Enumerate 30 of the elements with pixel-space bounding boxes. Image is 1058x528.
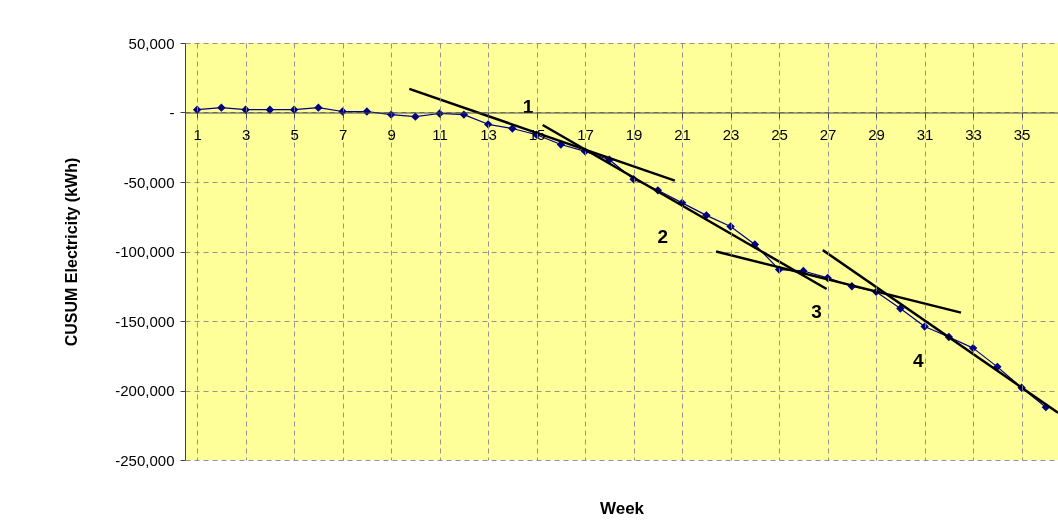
x-tick-label: 21: [674, 126, 691, 143]
y-tick-label: -150,000: [115, 312, 175, 330]
y-tick-label: -250,000: [115, 451, 175, 469]
y-tick-label: -: [169, 104, 175, 121]
x-tick-label: 25: [771, 126, 788, 143]
annotation: 4: [913, 350, 925, 372]
y-tick-label: -100,000: [115, 243, 175, 260]
x-tick-label: 13: [480, 126, 497, 143]
annotation: 1: [522, 95, 534, 117]
y-tick-label: 50,000: [128, 34, 175, 52]
x-tick-label: 7: [338, 126, 348, 143]
y-axis-title: CUSUM Electricity (kWh): [63, 157, 81, 347]
x-tick-label: 3: [241, 126, 251, 143]
x-tick-label: 33: [965, 126, 982, 143]
x-axis-title: Week: [599, 498, 645, 518]
x-tick-label: 19: [625, 126, 643, 143]
annotation: 3: [811, 301, 822, 323]
y-tick-label: -50,000: [123, 173, 175, 191]
x-tick-label: 11: [432, 126, 448, 143]
x-tick-label: 27: [819, 126, 837, 143]
x-tick-label: 23: [722, 126, 740, 143]
x-tick-label: 35: [1013, 126, 1031, 143]
x-tick-label: 5: [290, 126, 299, 143]
annotation: 2: [657, 226, 668, 248]
x-tick-label: 17: [577, 126, 594, 143]
x-tick-label: 1: [193, 126, 202, 143]
x-tick-label: 9: [387, 126, 396, 143]
x-tick-label: 31: [916, 126, 934, 143]
y-tick-label: -200,000: [115, 382, 175, 399]
x-tick-label: 29: [868, 126, 885, 143]
